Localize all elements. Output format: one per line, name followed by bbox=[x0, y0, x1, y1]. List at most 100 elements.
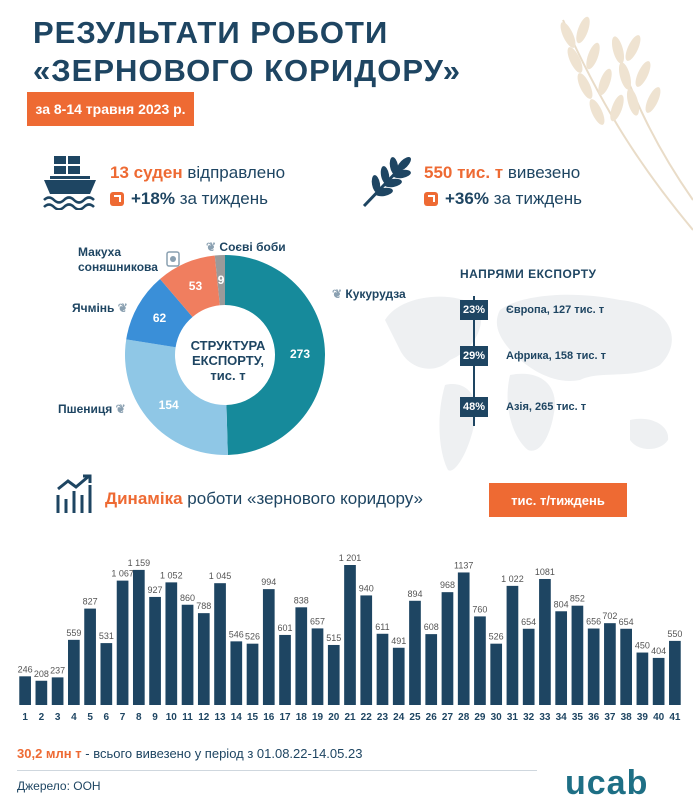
label-corn: ❦ Кукурудза bbox=[332, 287, 406, 301]
growth-chart-icon bbox=[56, 474, 92, 513]
bar-value-label: 1081 bbox=[535, 567, 555, 577]
bar-week-1 bbox=[19, 676, 31, 705]
x-tick-label: 12 bbox=[198, 712, 210, 723]
title-line-1: РЕЗУЛЬТАТИ РОБОТИ bbox=[33, 15, 389, 50]
bar-value-label: 526 bbox=[245, 632, 260, 642]
bar-week-7 bbox=[116, 580, 129, 705]
x-tick-label: 28 bbox=[458, 712, 470, 723]
bar-week-19 bbox=[311, 628, 324, 705]
donut-center-label: СТРУКТУРА ЕКСПОРТУ, тис. т bbox=[168, 338, 288, 383]
bar-value-label: 559 bbox=[66, 628, 81, 638]
bar-value-label: 1 045 bbox=[209, 571, 232, 581]
x-tick-label: 33 bbox=[539, 712, 551, 723]
donut-slice-sunflower-cake bbox=[160, 255, 220, 317]
bar-week-11 bbox=[181, 604, 194, 705]
x-tick-label: 40 bbox=[653, 712, 665, 723]
donut-value-barley: 62 bbox=[152, 311, 167, 326]
bar-week-9 bbox=[149, 596, 161, 705]
wheat-icon bbox=[362, 157, 411, 208]
bar-value-label: 246 bbox=[18, 664, 33, 674]
donut-value-soybeans: 9 bbox=[217, 273, 225, 288]
bar-week-24 bbox=[392, 647, 405, 705]
bar-week-22 bbox=[360, 595, 373, 705]
bar-week-17 bbox=[279, 634, 291, 705]
x-tick-label: 6 bbox=[104, 712, 110, 723]
bar-value-label: 968 bbox=[440, 580, 455, 590]
x-tick-label: 18 bbox=[296, 712, 308, 723]
bar-value-label: 515 bbox=[326, 633, 341, 643]
x-tick-label: 16 bbox=[263, 712, 275, 723]
europe-label: Європа, 127 тис. т bbox=[506, 304, 605, 316]
africa-percent-badge: 29% bbox=[460, 346, 488, 366]
bar-value-label: 788 bbox=[196, 601, 211, 611]
bar-value-label: 1 159 bbox=[128, 558, 151, 568]
label-sunflower-cake-text: Макуха соняшникова bbox=[78, 245, 158, 274]
total-value: 30,2 млн т bbox=[17, 746, 82, 761]
donut-center-line-1: СТРУКТУРА bbox=[190, 338, 266, 353]
barley-icon: ❦ bbox=[117, 301, 128, 315]
x-tick-label: 34 bbox=[556, 712, 568, 723]
ucab-logo: ucab bbox=[565, 764, 649, 802]
bar-value-label: 702 bbox=[602, 611, 617, 621]
x-tick-label: 17 bbox=[279, 712, 291, 723]
bar-value-label: 208 bbox=[34, 669, 49, 679]
asia-percent-badge: 48% bbox=[460, 397, 488, 417]
increase-icon bbox=[424, 192, 438, 206]
label-barley-text: Ячмінь bbox=[72, 301, 115, 315]
donut-slice-soybeans bbox=[214, 255, 225, 306]
bar-value-label: 601 bbox=[278, 623, 293, 633]
x-tick-label: 29 bbox=[474, 712, 486, 723]
bar-value-label: 838 bbox=[294, 595, 309, 605]
label-barley: Ячмінь ❦ bbox=[72, 301, 128, 315]
bar-week-18 bbox=[295, 607, 308, 705]
dynamics-rest: роботи «зернового коридору» bbox=[187, 489, 423, 508]
x-tick-label: 26 bbox=[426, 712, 438, 723]
x-tick-label: 10 bbox=[166, 712, 178, 723]
bar-value-label: 1137 bbox=[454, 560, 473, 570]
bar-week-23 bbox=[376, 633, 389, 705]
donut-slice-corn bbox=[225, 255, 326, 455]
x-tick-label: 9 bbox=[152, 712, 158, 723]
x-tick-label: 31 bbox=[507, 712, 519, 723]
bar-week-32 bbox=[522, 628, 535, 705]
world-map-icon bbox=[385, 294, 672, 471]
bar-value-label: 654 bbox=[521, 617, 536, 627]
label-sunflower-cake: Макуха соняшникова bbox=[78, 245, 182, 275]
bar-week-39 bbox=[636, 652, 649, 705]
bar-value-label: 526 bbox=[489, 632, 504, 642]
unit-badge: тис. т/тиждень bbox=[489, 483, 627, 517]
tonnage-text: вивезено bbox=[507, 163, 581, 182]
date-range-badge: за 8-14 травня 2023 р. bbox=[27, 92, 194, 126]
donut-value-corn: 273 bbox=[289, 346, 310, 361]
bar-value-label: 894 bbox=[407, 589, 422, 599]
bar-value-label: 860 bbox=[180, 593, 195, 603]
bar-week-5 bbox=[84, 608, 96, 705]
x-tick-label: 23 bbox=[377, 712, 389, 723]
donut-slice-wheat bbox=[124, 339, 228, 455]
x-tick-label: 25 bbox=[409, 712, 421, 723]
donut-value-sunflower-cake: 53 bbox=[188, 279, 203, 294]
ship-icon bbox=[43, 156, 96, 210]
bar-week-4 bbox=[68, 639, 80, 705]
x-tick-label: 36 bbox=[588, 712, 600, 723]
label-soybeans: ❦ Соєві боби bbox=[206, 240, 286, 254]
bar-value-label: 1 201 bbox=[339, 553, 362, 563]
bar-week-20 bbox=[327, 644, 340, 705]
bar-week-3 bbox=[51, 677, 64, 705]
bar-value-label: 1 067 bbox=[111, 569, 134, 579]
bar-value-label: 994 bbox=[261, 577, 276, 587]
x-tick-label: 4 bbox=[71, 712, 77, 723]
bar-value-label: 491 bbox=[391, 636, 406, 646]
ships-value: 13 суден bbox=[110, 163, 183, 182]
x-tick-label: 1 bbox=[22, 712, 28, 723]
bar-value-label: 450 bbox=[635, 641, 650, 651]
dynamics-heading: Динаміка роботи «зернового коридору» bbox=[105, 489, 423, 509]
x-tick-label: 37 bbox=[604, 712, 616, 723]
label-wheat: Пшениця ❦ bbox=[58, 402, 126, 416]
bar-week-10 bbox=[165, 582, 178, 705]
bar-week-34 bbox=[555, 611, 568, 705]
bar-week-40 bbox=[652, 657, 665, 705]
x-tick-label: 30 bbox=[491, 712, 503, 723]
bar-week-33 bbox=[539, 578, 551, 705]
